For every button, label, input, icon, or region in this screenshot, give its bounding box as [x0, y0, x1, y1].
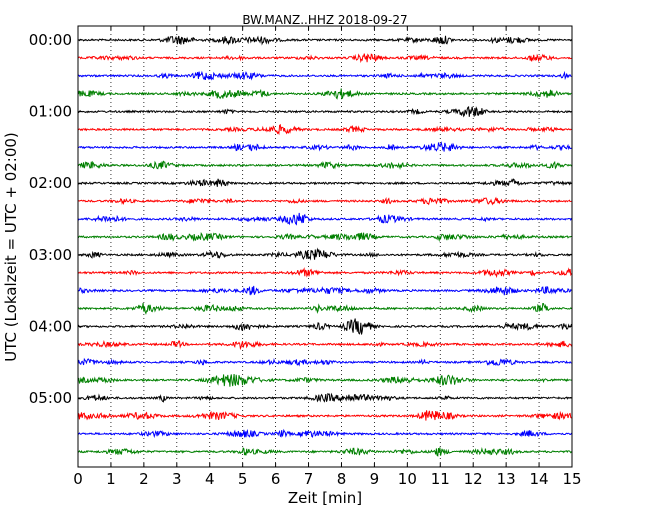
seismic-trace: [77, 70, 572, 81]
x-axis-label: Zeit [min]: [288, 489, 362, 507]
x-tick-label: 8: [337, 470, 347, 488]
seismic-trace: [77, 247, 572, 261]
seismic-trace: [77, 196, 572, 206]
seismic-trace: [77, 106, 572, 118]
seismic-trace: [77, 232, 572, 243]
seismic-trace: [77, 318, 572, 335]
x-tick-label: 13: [497, 470, 516, 488]
y-tick-label: 02:00: [29, 174, 72, 192]
seismic-trace: [77, 373, 572, 387]
x-tick-label: 9: [370, 470, 380, 488]
seismic-trace: [77, 410, 572, 421]
y-tick-label: 05:00: [29, 389, 72, 407]
x-tick-label: 4: [205, 470, 215, 488]
y-tick-label: 04:00: [29, 317, 72, 335]
seismic-trace: [77, 160, 572, 170]
plot-frame: [77, 25, 573, 468]
y-ticks: 00:00 01:00 02:00 03:00 04:00 05:00: [29, 31, 572, 407]
seismic-trace: [77, 123, 572, 136]
seismic-trace: [77, 141, 572, 152]
seismic-trace: [77, 357, 572, 367]
x-tick-label: 0: [73, 470, 83, 488]
y-tick-label: 00:00: [29, 31, 72, 49]
seismic-trace: [77, 35, 572, 46]
seismic-trace: [77, 447, 572, 457]
y-tick-label: 03:00: [29, 246, 72, 264]
seismic-trace: [77, 285, 572, 296]
x-tick-label: 15: [562, 470, 581, 488]
y-axis-label: UTC (Lokalzeit = UTC + 02:00): [2, 132, 20, 362]
seismic-trace: [77, 267, 572, 279]
seismic-trace: [77, 302, 572, 315]
seismic-trace: [77, 178, 572, 188]
seismic-trace: [77, 339, 572, 351]
seismic-trace: [77, 88, 572, 100]
y-tick-label: 01:00: [29, 103, 72, 121]
x-tick-label: 1: [106, 470, 116, 488]
x-ticks: 0 1 2 3 4 5 6 7 8 9 10 11 12 13 14 15: [73, 26, 582, 488]
x-tick-label: 11: [431, 470, 450, 488]
chart-title: BW.MANZ..HHZ 2018-09-27: [242, 13, 407, 27]
seismic-trace: [77, 428, 572, 439]
traces: [77, 35, 572, 457]
seismic-trace: [77, 392, 572, 403]
x-tick-label: 2: [139, 470, 149, 488]
x-tick-label: 12: [464, 470, 483, 488]
x-tick-label: 6: [271, 470, 281, 488]
seismic-trace: [77, 212, 572, 226]
x-tick-label: 10: [398, 470, 417, 488]
seismic-trace: [77, 53, 572, 64]
x-tick-label: 5: [238, 470, 248, 488]
grid: [110, 26, 540, 467]
x-tick-label: 7: [304, 470, 314, 488]
x-tick-label: 3: [172, 470, 182, 488]
x-tick-label: 14: [530, 470, 549, 488]
